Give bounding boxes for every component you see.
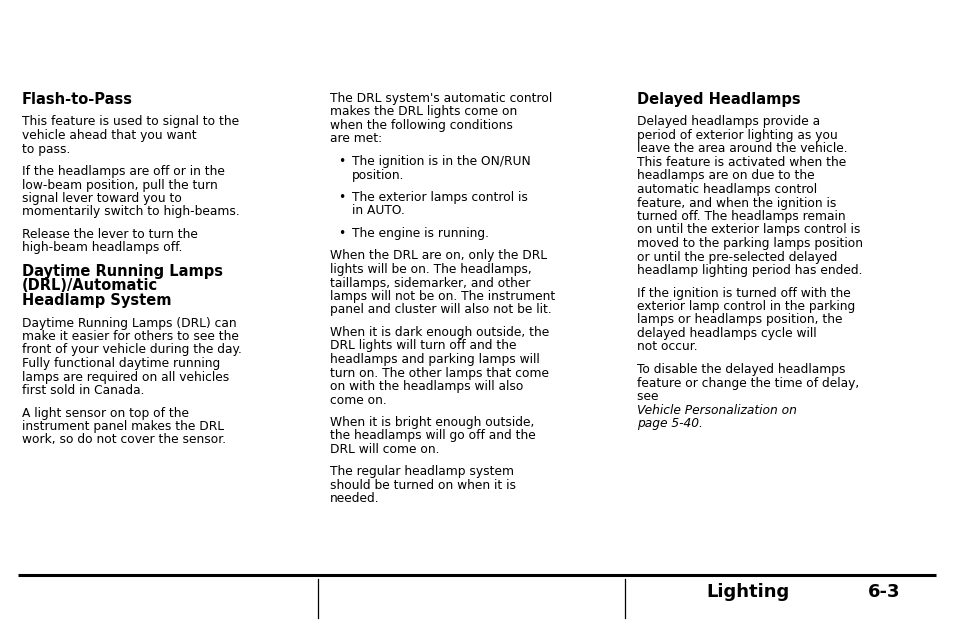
Text: •: •: [337, 191, 345, 204]
Text: headlamps and parking lamps will: headlamps and parking lamps will: [330, 353, 539, 366]
Text: lamps will not be on. The instrument: lamps will not be on. The instrument: [330, 290, 555, 303]
Text: to pass.: to pass.: [22, 142, 71, 156]
Text: or until the pre-selected delayed: or until the pre-selected delayed: [637, 251, 837, 263]
Text: exterior lamp control in the parking: exterior lamp control in the parking: [637, 300, 854, 313]
Text: To disable the delayed headlamps: To disable the delayed headlamps: [637, 363, 844, 376]
Text: turn on. The other lamps that come: turn on. The other lamps that come: [330, 366, 548, 380]
Text: DRL will come on.: DRL will come on.: [330, 443, 439, 456]
Text: Daytime Running Lamps: Daytime Running Lamps: [22, 264, 223, 279]
Text: Lighting: Lighting: [706, 583, 789, 601]
Text: headlamps are on due to the: headlamps are on due to the: [637, 170, 814, 182]
Text: Daytime Running Lamps (DRL) can: Daytime Running Lamps (DRL) can: [22, 316, 236, 329]
Text: instrument panel makes the DRL: instrument panel makes the DRL: [22, 420, 224, 433]
Text: come on.: come on.: [330, 394, 386, 406]
Text: The ignition is in the ON/RUN: The ignition is in the ON/RUN: [352, 155, 530, 168]
Text: Delayed headlamps provide a: Delayed headlamps provide a: [637, 115, 820, 128]
Text: Flash-to-Pass: Flash-to-Pass: [22, 92, 132, 107]
Text: A light sensor on top of the: A light sensor on top of the: [22, 406, 189, 420]
Text: needed.: needed.: [330, 493, 379, 505]
Text: Release the lever to turn the: Release the lever to turn the: [22, 228, 197, 241]
Text: first sold in Canada.: first sold in Canada.: [22, 384, 144, 397]
Text: signal lever toward you to: signal lever toward you to: [22, 192, 182, 205]
Text: on with the headlamps will also: on with the headlamps will also: [330, 380, 523, 393]
Text: Vehicle Personalization on: Vehicle Personalization on: [637, 403, 796, 417]
Text: lamps are required on all vehicles: lamps are required on all vehicles: [22, 371, 229, 383]
Text: Headlamp System: Headlamp System: [22, 293, 172, 308]
Text: Delayed Headlamps: Delayed Headlamps: [637, 92, 800, 107]
Text: delayed headlamps cycle will: delayed headlamps cycle will: [637, 327, 816, 340]
Text: moved to the parking lamps position: moved to the parking lamps position: [637, 237, 862, 250]
Text: not occur.: not occur.: [637, 341, 697, 353]
Text: (DRL)/Automatic: (DRL)/Automatic: [22, 279, 158, 293]
Text: in AUTO.: in AUTO.: [352, 205, 404, 218]
Text: If the headlamps are off or in the: If the headlamps are off or in the: [22, 165, 225, 178]
Text: When it is dark enough outside, the: When it is dark enough outside, the: [330, 326, 549, 339]
Text: panel and cluster will also not be lit.: panel and cluster will also not be lit.: [330, 304, 551, 316]
Text: •: •: [337, 155, 345, 168]
Text: vehicle ahead that you want: vehicle ahead that you want: [22, 129, 196, 142]
Text: headlamp lighting period has ended.: headlamp lighting period has ended.: [637, 264, 862, 277]
Text: taillamps, sidemarker, and other: taillamps, sidemarker, and other: [330, 276, 530, 290]
Text: lights will be on. The headlamps,: lights will be on. The headlamps,: [330, 263, 531, 276]
Text: If the ignition is turned off with the: If the ignition is turned off with the: [637, 286, 850, 299]
Text: makes the DRL lights come on: makes the DRL lights come on: [330, 105, 517, 119]
Text: the headlamps will go off and the: the headlamps will go off and the: [330, 429, 536, 443]
Text: automatic headlamps control: automatic headlamps control: [637, 183, 817, 196]
Text: 6-3: 6-3: [866, 583, 899, 601]
Text: feature, and when the ignition is: feature, and when the ignition is: [637, 197, 836, 209]
Text: leave the area around the vehicle.: leave the area around the vehicle.: [637, 142, 846, 156]
Text: position.: position.: [352, 168, 404, 181]
Text: should be turned on when it is: should be turned on when it is: [330, 479, 516, 492]
Text: front of your vehicle during the day.: front of your vehicle during the day.: [22, 343, 242, 357]
Text: turned off. The headlamps remain: turned off. The headlamps remain: [637, 210, 844, 223]
Text: •: •: [337, 227, 345, 240]
Text: When the DRL are on, only the DRL: When the DRL are on, only the DRL: [330, 249, 547, 262]
Text: feature or change the time of delay,: feature or change the time of delay,: [637, 376, 859, 390]
Text: Fully functional daytime running: Fully functional daytime running: [22, 357, 220, 370]
Text: on until the exterior lamps control is: on until the exterior lamps control is: [637, 223, 860, 237]
Text: The regular headlamp system: The regular headlamp system: [330, 466, 514, 478]
Text: The DRL system's automatic control: The DRL system's automatic control: [330, 92, 552, 105]
Text: high-beam headlamps off.: high-beam headlamps off.: [22, 242, 182, 255]
Text: work, so do not cover the sensor.: work, so do not cover the sensor.: [22, 433, 226, 447]
Text: are met:: are met:: [330, 133, 382, 145]
Text: make it easier for others to see the: make it easier for others to see the: [22, 330, 238, 343]
Text: DRL lights will turn off and the: DRL lights will turn off and the: [330, 339, 516, 353]
Text: period of exterior lighting as you: period of exterior lighting as you: [637, 129, 837, 142]
Text: This feature is activated when the: This feature is activated when the: [637, 156, 845, 169]
Text: The engine is running.: The engine is running.: [352, 227, 489, 240]
Text: This feature is used to signal to the: This feature is used to signal to the: [22, 115, 239, 128]
Text: low-beam position, pull the turn: low-beam position, pull the turn: [22, 179, 217, 191]
Text: momentarily switch to high-beams.: momentarily switch to high-beams.: [22, 205, 239, 218]
Text: When it is bright enough outside,: When it is bright enough outside,: [330, 416, 534, 429]
Text: when the following conditions: when the following conditions: [330, 119, 513, 132]
Text: lamps or headlamps position, the: lamps or headlamps position, the: [637, 313, 841, 327]
Text: page 5-40.: page 5-40.: [637, 417, 702, 430]
Text: The exterior lamps control is: The exterior lamps control is: [352, 191, 527, 204]
Text: see: see: [637, 390, 661, 403]
